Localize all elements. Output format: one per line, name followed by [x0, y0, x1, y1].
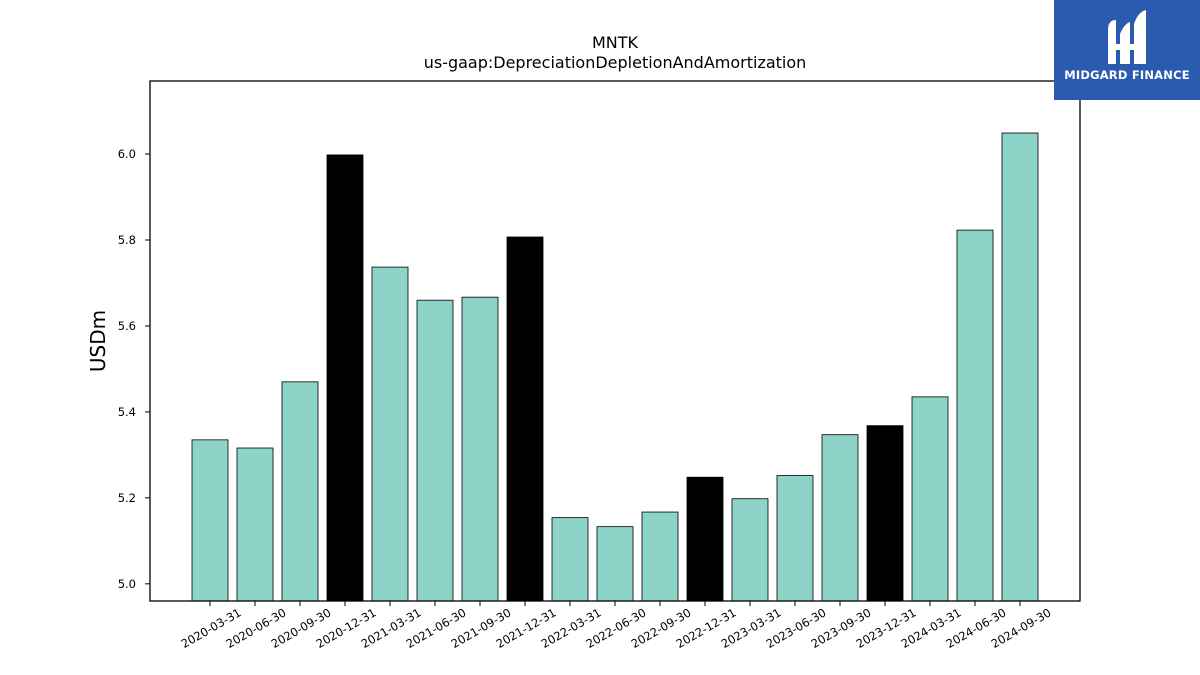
bar-2021-09-30: [461, 296, 499, 602]
chart-subtitle: us-gaap:DepreciationDepletionAndAmortiza…: [424, 53, 807, 72]
y-tick-label: 5.8: [118, 233, 136, 247]
y-tick-label: 5.0: [118, 577, 136, 591]
bar-2021-06-30: [416, 299, 454, 602]
bar-2020-03-31: [191, 439, 229, 602]
bar-2022-09-30: [641, 511, 679, 602]
bar-2023-09-30: [821, 434, 859, 602]
logo-text: MIDGARD FINANCE: [1064, 68, 1190, 82]
bar-2024-03-31: [911, 396, 949, 602]
bar-2024-06-30: [956, 229, 994, 602]
bar-2023-03-31: [731, 498, 769, 602]
chart-title: MNTK: [592, 33, 639, 52]
bar-2023-06-30: [776, 475, 814, 602]
midgard-finance-logo: MIDGARD FINANCE: [1054, 0, 1200, 100]
bar-2021-03-31: [371, 266, 409, 602]
y-axis-label: USDm: [86, 310, 110, 372]
bar-2020-12-31: [326, 154, 364, 602]
bar-2022-03-31: [551, 517, 589, 602]
bar-2020-09-30: [281, 381, 319, 602]
y-tick-label: 5.2: [118, 491, 136, 505]
bar-2022-06-30: [596, 526, 634, 602]
midgard-logo-icon: [1108, 10, 1146, 64]
bar-2020-06-30: [236, 447, 274, 602]
bar-2021-12-31: [506, 236, 544, 602]
bar-2022-12-31: [686, 476, 724, 602]
y-tick-label: 5.4: [118, 405, 136, 419]
y-tick-label: 6.0: [118, 147, 136, 161]
bar-2024-09-30: [1001, 132, 1039, 602]
y-tick-label: 5.6: [118, 319, 136, 333]
bar-2023-12-31: [866, 425, 904, 602]
plot-frame: [149, 80, 1081, 602]
